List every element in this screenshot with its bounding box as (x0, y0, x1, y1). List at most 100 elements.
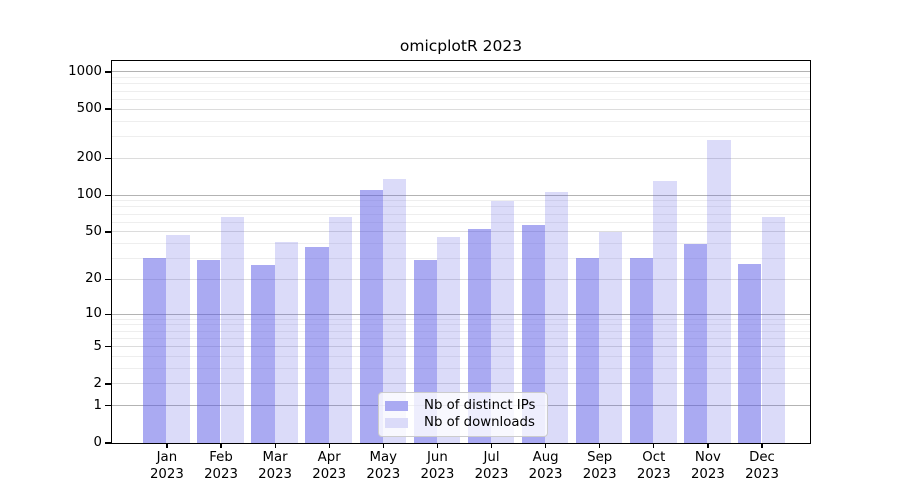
bar-distinct-ips-sep (575, 258, 600, 443)
y-tick-label: 500 (76, 101, 102, 117)
y-tick-label: 0 (93, 435, 102, 450)
x-tick-month: Jan (156, 450, 178, 465)
y-tick-label: 1000 (68, 63, 102, 79)
x-tick-year: 2023 (420, 466, 455, 482)
x-tick-mark (382, 443, 384, 448)
bars-layer (112, 61, 810, 443)
x-tick-year: 2023 (312, 466, 347, 482)
y-tick-label: 2 (93, 375, 102, 391)
minor-gridline (112, 243, 810, 245)
x-tick-label-jun: Jun 2023 (392, 450, 482, 483)
x-tick-month: Dec (749, 450, 775, 465)
gridline (112, 157, 810, 159)
x-tick-year: 2023 (204, 466, 238, 482)
x-tick-mark (490, 443, 493, 448)
x-tick-label-mar: Mar 2023 (230, 450, 320, 483)
legend-row-downloads: Nb of downloads (385, 415, 539, 431)
gridline (112, 278, 810, 280)
grid-layer (112, 61, 810, 443)
x-tick-label-nov: Nov 2023 (663, 450, 753, 483)
x-tick-month: Feb (209, 450, 233, 465)
decade-gridline (112, 313, 810, 315)
bar-distinct-ips-feb (197, 259, 221, 443)
x-tick-year: 2023 (582, 466, 617, 482)
y-tick-label: 10 (85, 306, 102, 322)
bar-downloads-nov (707, 139, 731, 443)
bar-downloads-jan (166, 234, 190, 443)
bar-downloads-feb (220, 216, 244, 443)
y-tick-mark (105, 346, 111, 348)
x-tick-label-jul: Jul 2023 (447, 450, 537, 483)
x-tick-year: 2023 (745, 466, 779, 482)
bar-distinct-ips-aug (521, 225, 546, 443)
x-tick-label-dec: Dec 2023 (717, 450, 807, 483)
x-tick-month: May (369, 450, 398, 465)
x-tick-mark (166, 443, 168, 448)
bar-distinct-ips-dec (738, 263, 762, 443)
x-tick-label-aug: Aug 2023 (501, 450, 591, 483)
x-tick-year: 2023 (636, 466, 671, 482)
gridline (112, 108, 810, 110)
y-tick-mark (105, 157, 111, 159)
x-tick-month: Oct (642, 450, 666, 465)
x-tick-label-apr: Apr 2023 (284, 450, 374, 483)
x-tick-mark (274, 443, 276, 448)
legend: Nb of distinct IPs Nb of downloads (378, 392, 548, 437)
bar-distinct-ips-jul (467, 229, 491, 443)
gridline (112, 383, 810, 385)
x-tick-year: 2023 (366, 466, 401, 482)
x-tick-label-jan: Jan 2023 (122, 450, 212, 483)
bar-downloads-jun (436, 236, 461, 443)
y-tick-mark (105, 278, 111, 281)
minor-gridline (112, 356, 810, 358)
gridline (112, 346, 810, 348)
plot-area (111, 60, 811, 444)
minor-gridline (112, 337, 810, 339)
minor-gridline (112, 200, 810, 202)
y-tick-mark (105, 405, 111, 407)
legend-swatch-downloads-icon (385, 418, 408, 428)
bar-downloads-jul (491, 201, 515, 443)
x-tick-year: 2023 (690, 466, 725, 482)
x-tick-month: Nov (694, 450, 721, 465)
bar-distinct-ips-nov (684, 244, 708, 443)
x-tick-mark (220, 443, 222, 448)
minor-gridline (112, 213, 810, 215)
bar-downloads-apr (328, 217, 352, 443)
x-tick-month: Mar (262, 450, 288, 465)
minor-gridline (112, 324, 810, 326)
minor-gridline (112, 83, 810, 85)
bar-downloads-mar (274, 241, 298, 443)
minor-gridline (112, 368, 810, 370)
minor-gridline (112, 206, 810, 208)
x-tick-month: Jul (483, 450, 500, 465)
minor-gridline (112, 77, 810, 79)
bar-distinct-ips-apr (305, 247, 329, 443)
x-tick-label-may: May 2023 (338, 450, 428, 483)
bar-downloads-may (382, 178, 407, 443)
y-tick-label: 5 (93, 338, 102, 354)
x-tick-month: Jun (427, 450, 448, 465)
y-tick-label: 50 (85, 223, 102, 239)
x-tick-label-sep: Sep 2023 (555, 450, 645, 483)
y-tick-mark (105, 71, 111, 73)
bar-distinct-ips-jan (143, 258, 167, 443)
x-tick-month: Sep (587, 450, 613, 465)
y-tick-mark (105, 313, 111, 315)
x-tick-label-oct: Oct 2023 (609, 450, 699, 483)
x-tick-year: 2023 (528, 466, 563, 482)
y-tick-mark (105, 383, 111, 385)
minor-gridline (112, 90, 810, 92)
minor-gridline (112, 258, 810, 260)
x-tick-mark (436, 443, 439, 448)
bar-downloads-aug (545, 192, 569, 443)
bar-downloads-oct (653, 180, 677, 443)
legend-label-distinct-ips: Nb of distinct IPs (424, 398, 536, 413)
y-tick-mark (105, 231, 111, 233)
bar-distinct-ips-may (359, 189, 383, 443)
x-tick-mark (599, 443, 601, 448)
x-tick-year: 2023 (258, 466, 293, 482)
x-tick-label-feb: Feb 2023 (176, 450, 266, 483)
y-tick-label: 100 (76, 187, 102, 203)
